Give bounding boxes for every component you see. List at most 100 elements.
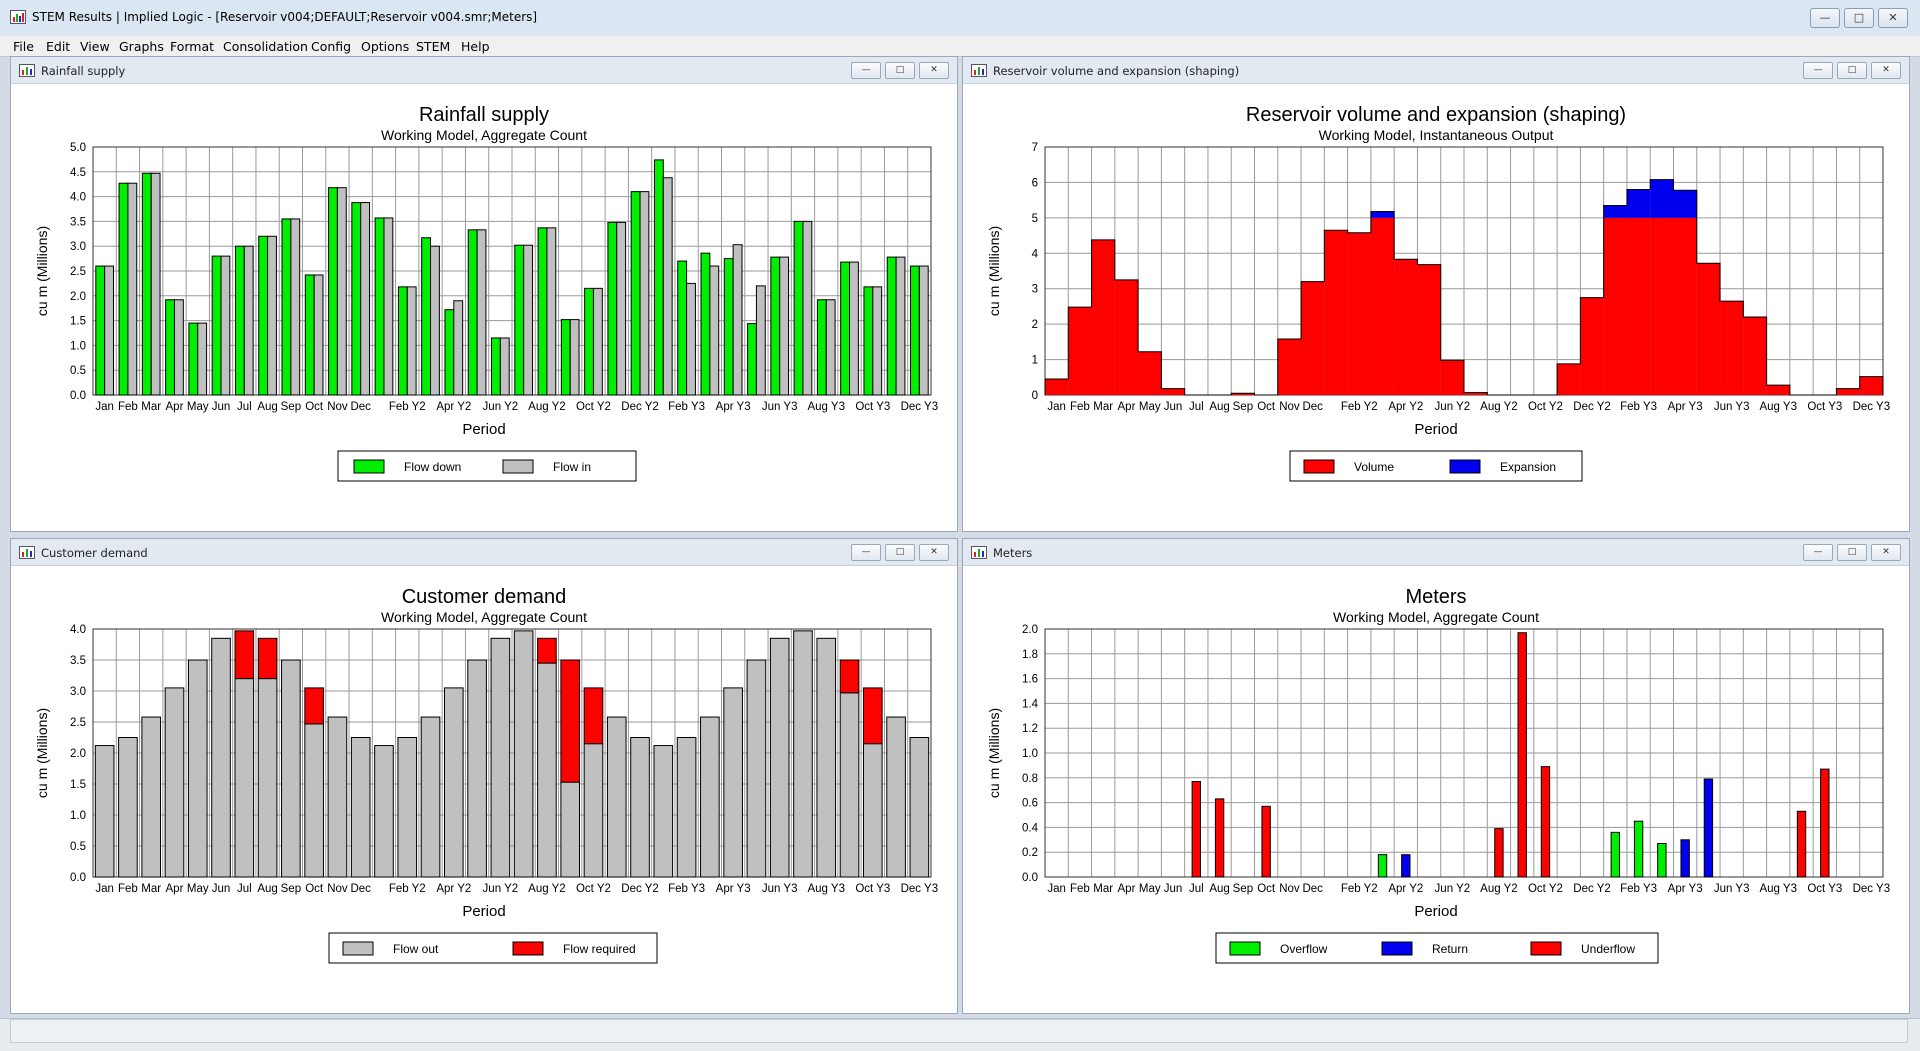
area-step-volume — [1068, 307, 1092, 395]
legend-label: Underflow — [1581, 942, 1635, 956]
y-tick-label: 2.5 — [70, 266, 86, 278]
pane-minimize-button[interactable]: — — [851, 544, 881, 561]
bar-flow-out — [211, 637, 231, 878]
legend-box — [1215, 932, 1659, 964]
bar-flow-out — [304, 723, 324, 878]
bar-flow-in — [755, 285, 766, 396]
bar-underflow — [1214, 798, 1225, 878]
y-tick-label: 1 — [1032, 355, 1038, 367]
menu-graphs[interactable]: Graphs — [119, 39, 164, 54]
x-tick-label: Oct Y2 — [576, 401, 611, 413]
x-tick-label: Feb Y3 — [668, 401, 705, 413]
bar-flow-down — [95, 265, 106, 396]
x-tick-label: Feb Y3 — [1620, 883, 1657, 895]
maximize-button[interactable]: □ — [1844, 8, 1874, 28]
pane-rainfall-supply: Rainfall supply — □ ✕ Rainfall supply Worki… — [10, 56, 958, 532]
pane-restore-button[interactable]: □ — [1837, 62, 1867, 79]
bar-flow-required — [257, 637, 278, 680]
x-tick-label: Aug Y2 — [528, 401, 566, 413]
bar-flow-out — [513, 630, 534, 878]
bar-flow-down — [444, 309, 455, 396]
y-tick-label: 1.0 — [70, 810, 86, 822]
y-tick-label: 2 — [1032, 319, 1038, 331]
pane-minimize-button[interactable]: — — [1803, 544, 1833, 561]
pane-restore-button[interactable]: □ — [885, 544, 915, 561]
bar-flow-down — [560, 319, 571, 396]
x-axis-label: Period — [1414, 421, 1457, 438]
x-tick-label: Dec — [350, 883, 371, 895]
area-step-volume — [1347, 232, 1371, 395]
legend-swatch — [1530, 941, 1562, 956]
menu-format[interactable]: Format — [170, 39, 215, 54]
pane-restore-button[interactable]: □ — [885, 62, 915, 79]
bar-flow-out — [420, 716, 441, 878]
y-tick-label: 0.0 — [70, 390, 86, 402]
bar-flow-down — [723, 258, 734, 396]
bar-flow-in — [267, 235, 277, 396]
bar-flow-in — [336, 187, 347, 396]
y-tick-label: 0.6 — [1022, 798, 1038, 810]
legend-label: Flow required — [563, 942, 636, 956]
pane-minimize-button[interactable]: — — [1803, 62, 1833, 79]
bar-return — [1401, 854, 1411, 878]
area-step-volume — [1091, 239, 1115, 395]
bar-flow-down — [653, 159, 664, 396]
x-tick-label: Jun Y2 — [1435, 883, 1471, 895]
menu-view[interactable]: View — [80, 39, 110, 54]
chart-icon — [971, 64, 987, 77]
bar-flow-in — [127, 182, 138, 396]
pane-close-button[interactable]: ✕ — [1871, 544, 1901, 561]
menu-config[interactable]: Config — [311, 39, 352, 54]
bar-flow-down — [281, 218, 292, 396]
menu-edit[interactable]: Edit — [46, 39, 71, 54]
y-tick-label: 4.0 — [70, 192, 86, 204]
close-button[interactable]: ✕ — [1878, 8, 1908, 28]
x-tick-label: Apr — [1118, 883, 1136, 895]
x-tick-label: Jan — [1047, 883, 1066, 895]
window-title: STEM Results | Implied Logic - [Reservoi… — [32, 10, 538, 24]
x-tick-label: Mar — [141, 883, 161, 895]
x-tick-label: Nov — [1279, 883, 1300, 895]
x-tick-label: Apr — [1118, 401, 1136, 413]
area-step-volume — [1231, 393, 1255, 395]
bar-flow-in — [616, 221, 627, 396]
area-step-expansion — [1603, 205, 1627, 218]
bar-flow-in — [360, 202, 371, 396]
pane-close-button[interactable]: ✕ — [919, 544, 949, 561]
x-tick-label: Apr Y2 — [1388, 883, 1423, 895]
menu-options[interactable]: Options — [361, 39, 410, 54]
legend-swatch — [342, 941, 374, 956]
menu-file[interactable]: File — [13, 39, 34, 54]
legend-box — [1289, 450, 1583, 482]
pane-restore-button[interactable]: □ — [1837, 544, 1867, 561]
bar-flow-in — [476, 229, 487, 396]
pane-close-button[interactable]: ✕ — [919, 62, 949, 79]
bar-flow-down — [188, 322, 199, 396]
menu-stem[interactable]: STEM — [416, 39, 451, 54]
legend: Overflow Return Underflow — [1215, 932, 1659, 964]
menu-consolidation[interactable]: Consolidation — [223, 39, 308, 54]
x-tick-label: Jun — [1164, 883, 1183, 895]
pane-close-button[interactable]: ✕ — [1871, 62, 1901, 79]
bar-flow-out — [94, 745, 115, 878]
area-step-volume — [1138, 351, 1162, 395]
legend-label: Overflow — [1280, 942, 1328, 956]
area-step-volume — [1045, 379, 1069, 395]
y-tick-label: 0.0 — [1022, 872, 1038, 884]
x-tick-label: Mar — [141, 401, 161, 413]
plot-grid — [92, 146, 932, 396]
x-tick-label: Nov — [327, 883, 348, 895]
y-tick-label: 6 — [1032, 177, 1038, 189]
x-tick-label: Oct Y2 — [576, 883, 611, 895]
pane-minimize-button[interactable]: — — [851, 62, 881, 79]
legend-box — [337, 450, 637, 482]
plot-frame — [1044, 628, 1884, 878]
bar-underflow — [1540, 766, 1551, 878]
x-tick-label: Oct — [1257, 401, 1276, 413]
bar-flow-in — [243, 245, 254, 396]
area-step-volume — [1324, 230, 1348, 395]
menu-help[interactable]: Help — [461, 39, 490, 54]
minimize-button[interactable]: — — [1810, 8, 1840, 28]
pane-header: Customer demand — □ ✕ — [11, 539, 957, 566]
x-tick-label: Feb Y2 — [389, 401, 426, 413]
